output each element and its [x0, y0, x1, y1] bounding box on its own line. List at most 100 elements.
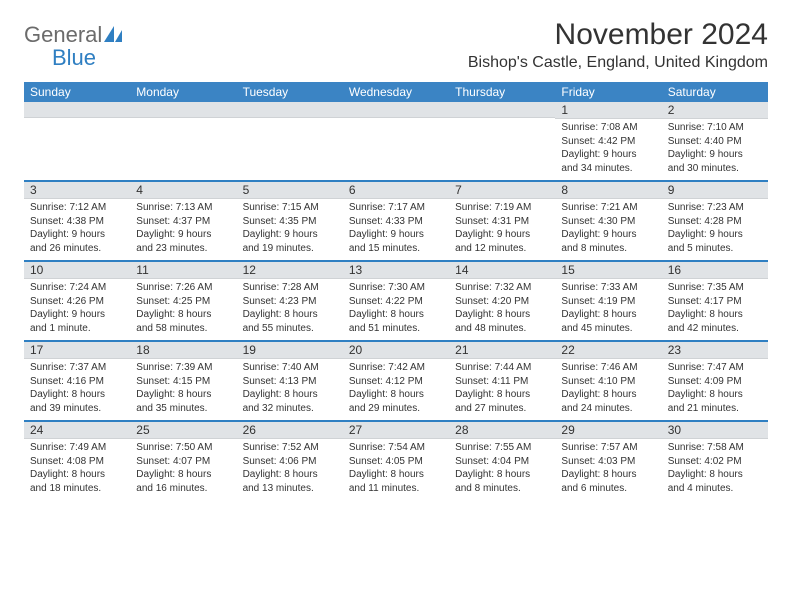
week-row: 10Sunrise: 7:24 AMSunset: 4:26 PMDayligh…: [24, 260, 768, 340]
sunrise-text: Sunrise: 7:54 AM: [349, 441, 443, 455]
day-cell: 14Sunrise: 7:32 AMSunset: 4:20 PMDayligh…: [449, 262, 555, 340]
sunrise-text: Sunrise: 7:23 AM: [668, 201, 762, 215]
day-number: 20: [343, 342, 449, 359]
sunset-text: Sunset: 4:20 PM: [455, 295, 549, 309]
day-cell: 15Sunrise: 7:33 AMSunset: 4:19 PMDayligh…: [555, 262, 661, 340]
sunset-text: Sunset: 4:17 PM: [668, 295, 762, 309]
day-body: Sunrise: 7:50 AMSunset: 4:07 PMDaylight:…: [130, 439, 236, 499]
day-cell: 17Sunrise: 7:37 AMSunset: 4:16 PMDayligh…: [24, 342, 130, 420]
day-body: Sunrise: 7:37 AMSunset: 4:16 PMDaylight:…: [24, 359, 130, 419]
daylight-text: Daylight: 9 hours and 23 minutes.: [136, 228, 230, 255]
sunset-text: Sunset: 4:08 PM: [30, 455, 124, 469]
daylight-text: Daylight: 8 hours and 11 minutes.: [349, 468, 443, 495]
daylight-text: Daylight: 9 hours and 15 minutes.: [349, 228, 443, 255]
sunrise-text: Sunrise: 7:08 AM: [561, 121, 655, 135]
day-cell: 10Sunrise: 7:24 AMSunset: 4:26 PMDayligh…: [24, 262, 130, 340]
day-body: Sunrise: 7:24 AMSunset: 4:26 PMDaylight:…: [24, 279, 130, 339]
day-number: 14: [449, 262, 555, 279]
day-number: 10: [24, 262, 130, 279]
sunrise-text: Sunrise: 7:10 AM: [668, 121, 762, 135]
sunset-text: Sunset: 4:16 PM: [30, 375, 124, 389]
day-body: Sunrise: 7:46 AMSunset: 4:10 PMDaylight:…: [555, 359, 661, 419]
dow-thursday: Thursday: [449, 82, 555, 102]
sunrise-text: Sunrise: 7:57 AM: [561, 441, 655, 455]
week-row: 17Sunrise: 7:37 AMSunset: 4:16 PMDayligh…: [24, 340, 768, 420]
sunset-text: Sunset: 4:26 PM: [30, 295, 124, 309]
sunset-text: Sunset: 4:33 PM: [349, 215, 443, 229]
sunset-text: Sunset: 4:35 PM: [243, 215, 337, 229]
day-cell: 21Sunrise: 7:44 AMSunset: 4:11 PMDayligh…: [449, 342, 555, 420]
daylight-text: Daylight: 8 hours and 58 minutes.: [136, 308, 230, 335]
logo-sail-icon: [104, 29, 124, 46]
sunrise-text: Sunrise: 7:42 AM: [349, 361, 443, 375]
daylight-text: Daylight: 8 hours and 6 minutes.: [561, 468, 655, 495]
day-number: 30: [662, 422, 768, 439]
sunrise-text: Sunrise: 7:19 AM: [455, 201, 549, 215]
day-number: 15: [555, 262, 661, 279]
day-number: 23: [662, 342, 768, 359]
sunset-text: Sunset: 4:03 PM: [561, 455, 655, 469]
dow-wednesday: Wednesday: [343, 82, 449, 102]
week-row: 24Sunrise: 7:49 AMSunset: 4:08 PMDayligh…: [24, 420, 768, 500]
dow-saturday: Saturday: [662, 82, 768, 102]
day-cell: [130, 102, 236, 180]
day-number: 21: [449, 342, 555, 359]
day-cell: 30Sunrise: 7:58 AMSunset: 4:02 PMDayligh…: [662, 422, 768, 500]
day-body: Sunrise: 7:15 AMSunset: 4:35 PMDaylight:…: [237, 199, 343, 259]
brand-part1: General: [24, 22, 102, 47]
day-cell: 9Sunrise: 7:23 AMSunset: 4:28 PMDaylight…: [662, 182, 768, 260]
week-row: 3Sunrise: 7:12 AMSunset: 4:38 PMDaylight…: [24, 180, 768, 260]
daylight-text: Daylight: 9 hours and 1 minute.: [30, 308, 124, 335]
daylight-text: Daylight: 8 hours and 55 minutes.: [243, 308, 337, 335]
sunrise-text: Sunrise: 7:15 AM: [243, 201, 337, 215]
day-body: Sunrise: 7:13 AMSunset: 4:37 PMDaylight:…: [130, 199, 236, 259]
sunset-text: Sunset: 4:23 PM: [243, 295, 337, 309]
sunset-text: Sunset: 4:22 PM: [349, 295, 443, 309]
day-cell: 11Sunrise: 7:26 AMSunset: 4:25 PMDayligh…: [130, 262, 236, 340]
sunrise-text: Sunrise: 7:32 AM: [455, 281, 549, 295]
sunrise-text: Sunrise: 7:58 AM: [668, 441, 762, 455]
header: General Blue November 2024 Bishop's Cast…: [24, 18, 768, 72]
sunrise-text: Sunrise: 7:44 AM: [455, 361, 549, 375]
day-number: 9: [662, 182, 768, 199]
day-body: Sunrise: 7:28 AMSunset: 4:23 PMDaylight:…: [237, 279, 343, 339]
day-number: 17: [24, 342, 130, 359]
day-cell: [237, 102, 343, 180]
sunset-text: Sunset: 4:02 PM: [668, 455, 762, 469]
sunset-text: Sunset: 4:05 PM: [349, 455, 443, 469]
day-body: Sunrise: 7:21 AMSunset: 4:30 PMDaylight:…: [555, 199, 661, 259]
sunrise-text: Sunrise: 7:17 AM: [349, 201, 443, 215]
day-cell: 13Sunrise: 7:30 AMSunset: 4:22 PMDayligh…: [343, 262, 449, 340]
day-cell: 26Sunrise: 7:52 AMSunset: 4:06 PMDayligh…: [237, 422, 343, 500]
weeks-container: 1 Sunrise: 7:08 AMSunset: 4:42 PM Daylight…: [24, 102, 768, 500]
day-number: 19: [237, 342, 343, 359]
day-body: Sunrise: 7:54 AMSunset: 4:05 PMDaylight:…: [343, 439, 449, 499]
daylight-text: Daylight: 8 hours and 16 minutes.: [136, 468, 230, 495]
day-number: 18: [130, 342, 236, 359]
day-cell: 29Sunrise: 7:57 AMSunset: 4:03 PMDayligh…: [555, 422, 661, 500]
day-cell: 6 Sunrise: 7:17 AMSunset: 4:33 PMDaylight…: [343, 182, 449, 260]
sunset-text: Sunset: 4:15 PM: [136, 375, 230, 389]
day-cell: 2Sunrise: 7:10 AMSunset: 4:40 PMDaylight…: [662, 102, 768, 180]
sunset-text: Sunset: 4:04 PM: [455, 455, 549, 469]
sunset-text: Sunset: 4:12 PM: [349, 375, 443, 389]
sunset-text: Sunset: 4:25 PM: [136, 295, 230, 309]
sunrise-text: Sunrise: 7:13 AM: [136, 201, 230, 215]
day-cell: 19Sunrise: 7:40 AMSunset: 4:13 PMDayligh…: [237, 342, 343, 420]
dow-header-row: Sunday Monday Tuesday Wednesday Thursday…: [24, 82, 768, 102]
sunset-text: Sunset: 4:30 PM: [561, 215, 655, 229]
day-number: 3: [24, 182, 130, 199]
day-cell: 3Sunrise: 7:12 AMSunset: 4:38 PMDaylight…: [24, 182, 130, 260]
day-cell: 18Sunrise: 7:39 AMSunset: 4:15 PMDayligh…: [130, 342, 236, 420]
sunset-text: Sunset: 4:42 PM: [561, 135, 655, 149]
day-number: 4: [130, 182, 236, 199]
sunset-text: Sunset: 4:31 PM: [455, 215, 549, 229]
day-number: 1: [555, 102, 661, 119]
sunset-text: Sunset: 4:10 PM: [561, 375, 655, 389]
day-number: 6: [343, 182, 449, 199]
day-cell: 7Sunrise: 7:19 AMSunset: 4:31 PMDaylight…: [449, 182, 555, 260]
dow-monday: Monday: [130, 82, 236, 102]
daylight-text: Daylight: 9 hours and 30 minutes.: [668, 148, 762, 175]
day-body: Sunrise: 7:19 AMSunset: 4:31 PMDaylight:…: [449, 199, 555, 259]
day-body: Sunrise: 7:32 AMSunset: 4:20 PMDaylight:…: [449, 279, 555, 339]
